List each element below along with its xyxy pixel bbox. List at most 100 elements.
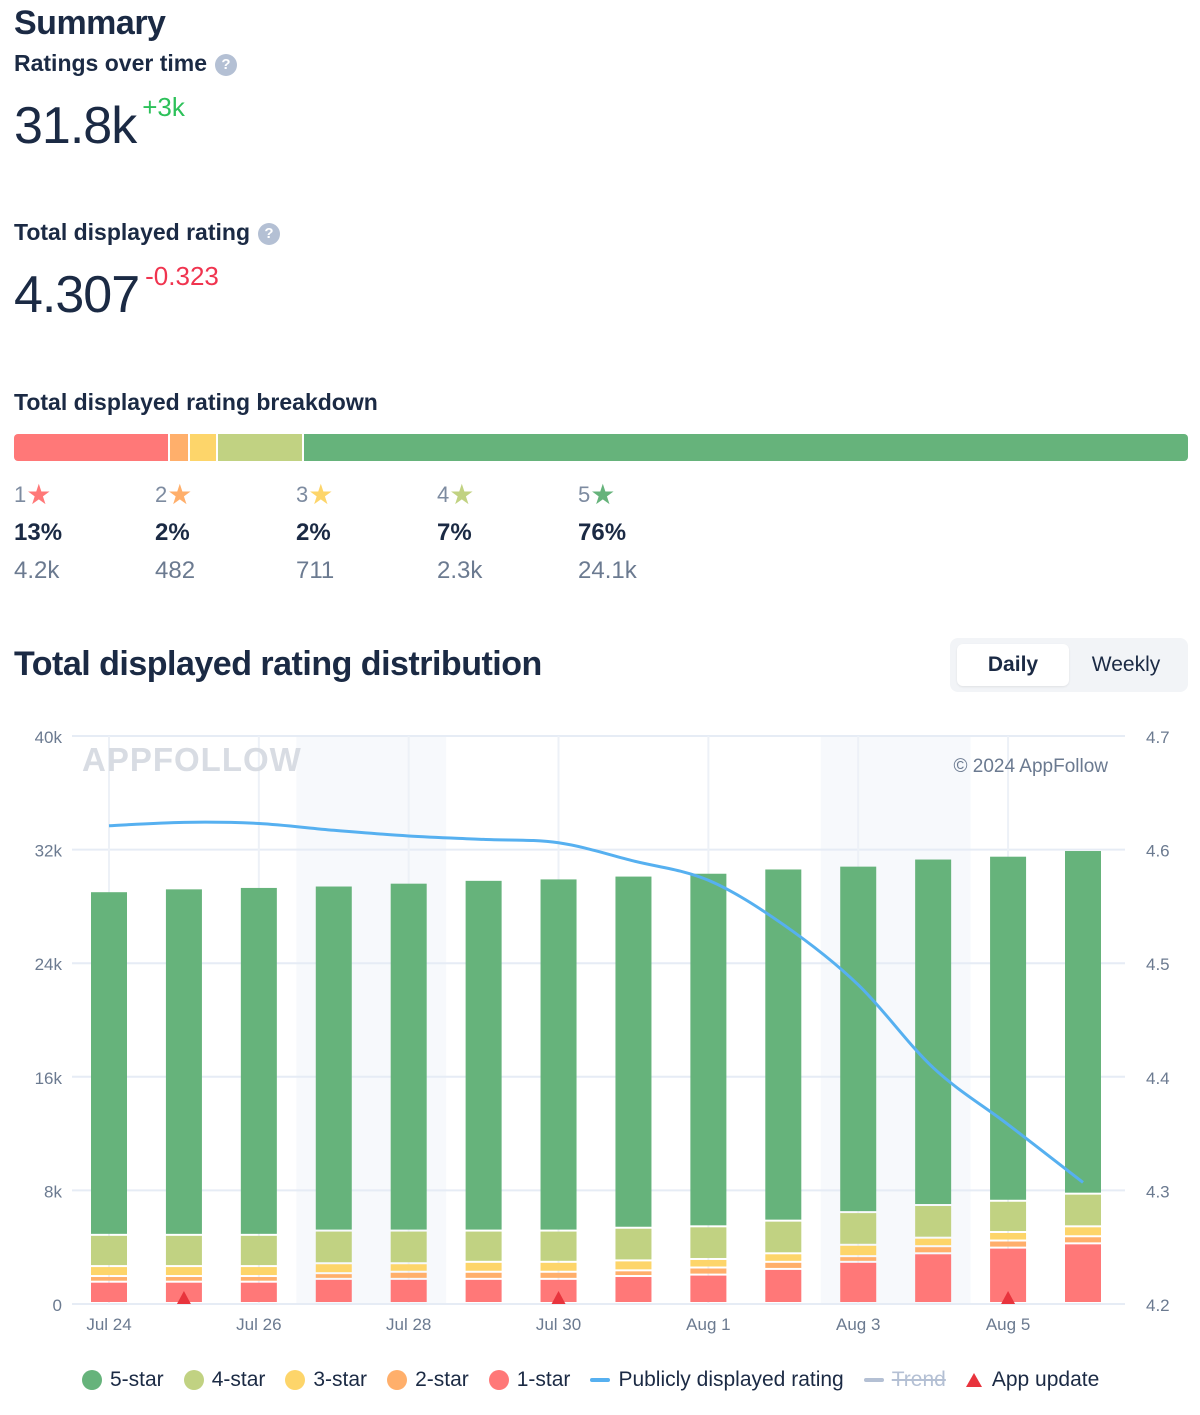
x-tick: Jul 28 [386,1315,431,1334]
bar-segment-2-star [690,1268,727,1274]
legend-dot-icon [387,1370,408,1390]
bar-segment-4-star [540,1231,577,1261]
bar-segment-1-star [540,1279,577,1302]
x-tick: Aug 3 [836,1315,880,1334]
x-tick: Jul 26 [236,1315,281,1334]
legend-item-5-star[interactable]: 5-star [82,1368,164,1392]
bar-segment-2-star [615,1271,652,1276]
y-right-tick: 4.4 [1146,1069,1170,1088]
star-icon: ★ [167,479,193,510]
star-number: 2 [155,482,168,507]
star-count: 2.3k [437,557,483,584]
bar-segment-4-star [615,1228,652,1260]
star-number: 5 [578,482,591,507]
y-right-tick: 4.7 [1146,728,1170,747]
star-icon: ★ [26,479,52,510]
bar-segment-2-star [1065,1237,1101,1243]
star-percent: 76% [578,519,627,546]
bar-segment-4-star [240,1235,277,1266]
bar-segment-4-star [1065,1194,1101,1226]
help-icon[interactable]: ? [215,54,237,76]
legend-item-2-star[interactable]: 2-star [387,1368,469,1392]
copyright: © 2024 AppFollow [954,756,1109,777]
bar-segment-5-star [465,880,502,1230]
legend-item-app-update[interactable]: App update [965,1368,1099,1392]
total-rating: 4.307 -0.323 [14,261,219,325]
bar-segment-3-star [165,1267,202,1276]
x-tick: Aug 1 [686,1315,730,1334]
y-left-tick: 24k [35,955,63,974]
bar-segment-3-star [765,1254,802,1261]
breakdown-item-5-star: 5★ 76% 24.1k [578,478,718,585]
legend-line-icon [863,1378,884,1382]
help-icon[interactable]: ? [258,223,280,245]
breakdown-segment-1-star [14,434,169,461]
legend-item-trend[interactable]: Trend [863,1368,946,1392]
ratings-count-delta: +3k [142,92,185,122]
bar-segment-5-star [1065,851,1101,1193]
bar-segment-3-star [1065,1227,1101,1236]
total-rating-heading: Total displayed rating? [14,219,280,246]
star-percent: 13% [14,519,63,546]
legend-dot-icon [82,1370,102,1390]
bar-segment-2-star [465,1272,502,1278]
bar-segment-4-star [840,1213,877,1244]
breakdown-segment-2-star [170,434,188,461]
bar-segment-2-star [840,1257,877,1261]
total-rating-delta: -0.323 [145,261,219,291]
watermark: APPFOLLOW [82,741,302,778]
bar-segment-4-star [765,1221,802,1253]
bar-segment-5-star [91,892,127,1234]
y-right-tick: 4.6 [1146,842,1170,861]
x-tick: Jul 30 [536,1315,581,1334]
legend-label: 2-star [415,1368,469,1391]
star-number: 4 [437,482,450,507]
legend-label: 5-star [110,1368,164,1391]
bar-segment-5-star [390,883,427,1230]
bar-segment-3-star [91,1267,127,1276]
bar-segment-2-star [315,1274,352,1278]
bar-segment-3-star [915,1238,952,1246]
legend-line-icon [590,1378,611,1382]
total-rating-value: 4.307 [14,266,140,324]
app-update-marker [176,1291,191,1304]
breakdown-title: Total displayed rating breakdown [14,389,378,415]
legend-item-4-star[interactable]: 4-star [183,1368,265,1392]
legend-item-1-star[interactable]: 1-star [488,1368,571,1392]
bar-segment-2-star [915,1247,952,1253]
bar-segment-4-star [990,1201,1027,1231]
breakdown-item-1-star: 1★ 13% 4.2k [14,478,154,585]
x-tick: Jul 24 [86,1315,131,1334]
ratings-count-value: 31.8k [14,97,137,155]
bar-segment-3-star [615,1261,652,1270]
ratings-count: 31.8k +3k [14,92,185,156]
bar-segment-1-star [240,1282,277,1302]
legend-item-3-star[interactable]: 3-star [285,1368,367,1392]
bar-segment-1-star [690,1275,727,1302]
bar-segment-2-star [765,1262,802,1268]
daily-tab[interactable]: Daily [957,644,1069,686]
star-count: 24.1k [578,557,637,584]
legend-item-publicly-displayed-rating[interactable]: Publicly displayed rating [590,1368,844,1392]
period-toggle: Daily Weekly [950,638,1188,692]
bar-segment-1-star [1065,1244,1101,1302]
bar-segment-3-star [840,1245,877,1256]
rating-distribution-chart: APPFOLLOW © 2024 AppFollow 0 4.2 8k 4.3 16k 4… [35,728,1170,1334]
star-number: 1 [14,482,27,507]
bar-segment-4-star [91,1235,127,1266]
legend-label: 1-star [516,1368,571,1391]
y-left-tick: 8k [44,1182,62,1201]
weekly-tab[interactable]: Weekly [1091,653,1161,676]
bar-segment-3-star [240,1267,277,1276]
bar-segment-2-star [990,1241,1027,1247]
bar-segment-2-star [540,1272,577,1278]
bar-segment-1-star [465,1279,502,1302]
bar-segment-4-star [690,1227,727,1258]
star-percent: 7% [437,519,472,546]
bar-segment-3-star [315,1264,352,1273]
breakdown-bar [14,434,1188,461]
bar-segment-2-star [91,1277,127,1281]
chart-legend: 5-star 4-star 3-star 2-star 1-star Publicly d… [82,1368,1119,1392]
bar-segment-3-star [465,1262,502,1271]
star-number: 3 [296,482,309,507]
